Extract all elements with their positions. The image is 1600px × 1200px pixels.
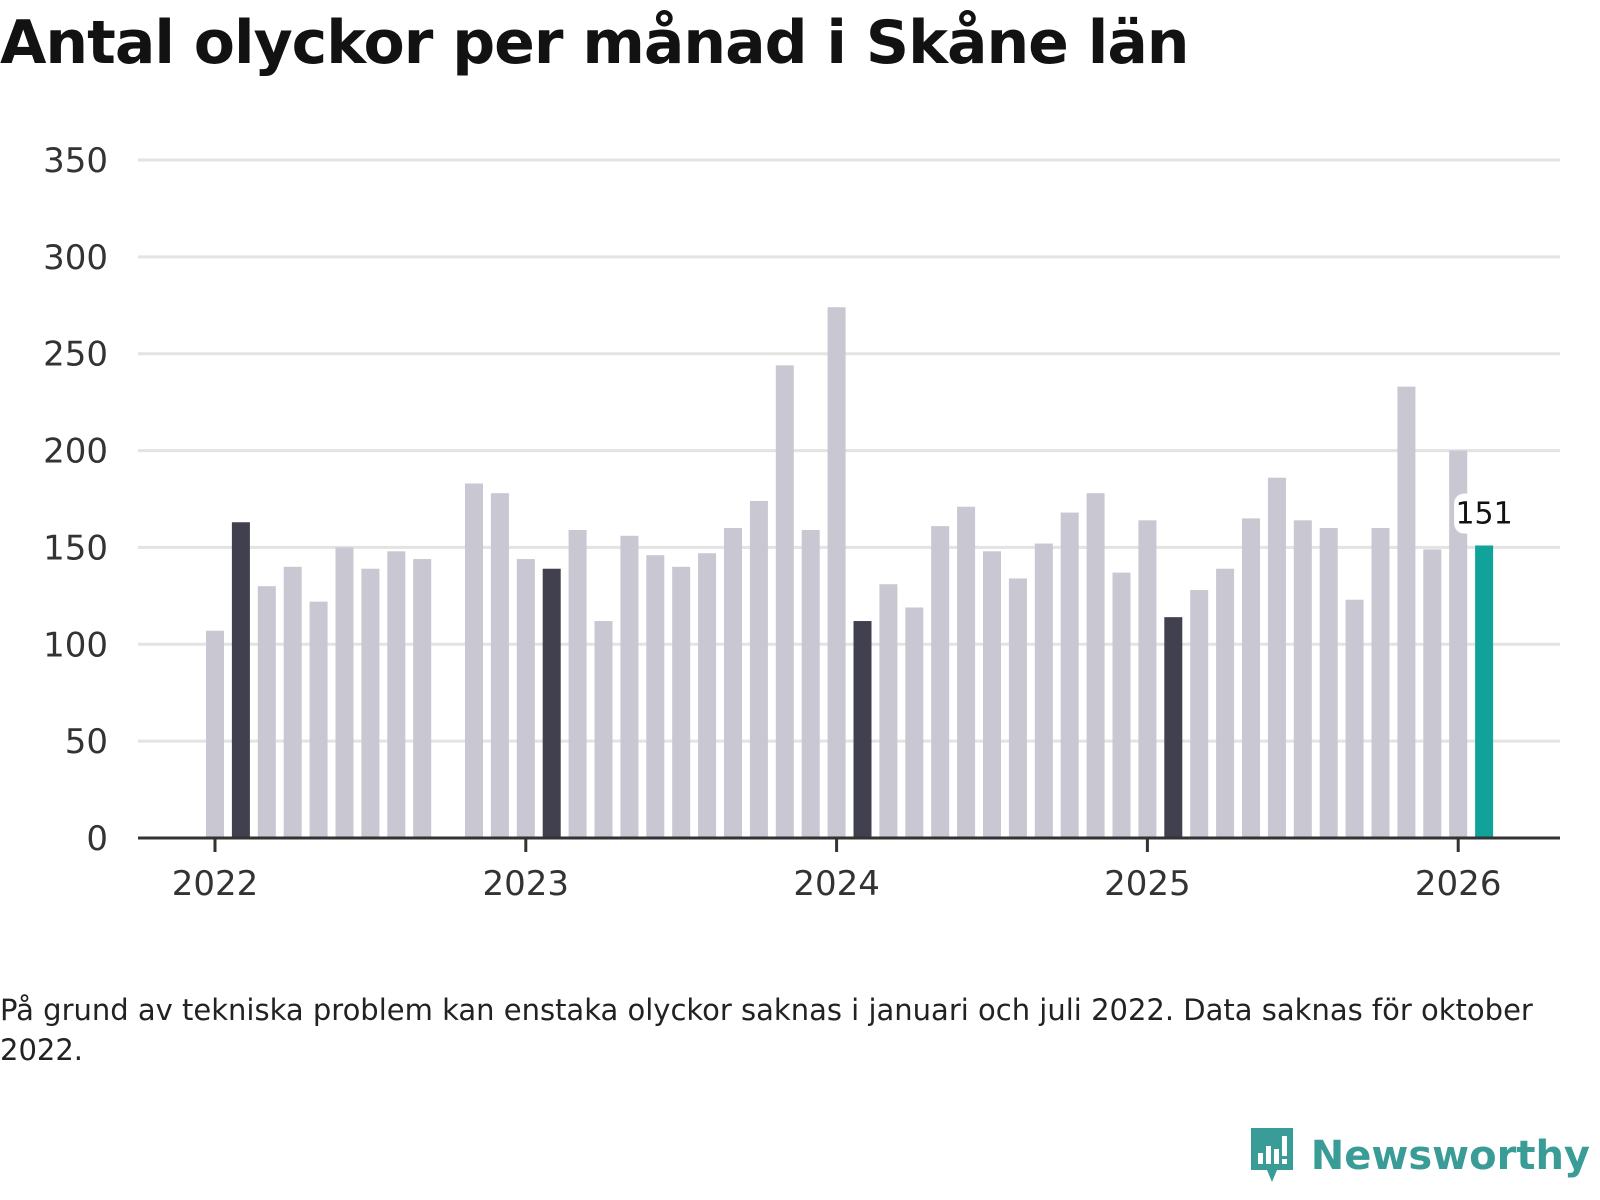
y-tick-label: 250 <box>43 335 108 375</box>
bar-2024-11 <box>1086 493 1105 838</box>
bar-2022-11 <box>465 483 483 838</box>
bar-2024-06 <box>957 506 976 838</box>
bar-2022-05 <box>309 601 328 838</box>
bar-2023-09 <box>724 528 742 838</box>
footnote: På grund av tekniska problem kan enstaka… <box>0 993 1533 1067</box>
bar-2025-05 <box>1242 518 1260 838</box>
bar-2023-04 <box>594 621 613 838</box>
data-label-current: 151 <box>1455 496 1512 531</box>
bar-2023-11 <box>775 365 794 838</box>
bar-2024-02 <box>853 621 872 838</box>
bar-2024-08 <box>1008 578 1027 838</box>
x-tick-label: 2023 <box>483 864 570 904</box>
bar-2025-04 <box>1216 568 1235 838</box>
bar-2025-12 <box>1423 549 1442 838</box>
bar-2024-05 <box>931 526 950 838</box>
bar-2025-07 <box>1293 520 1312 838</box>
data-labels: 151 <box>1454 493 1515 534</box>
bar-2026-01 <box>1449 450 1468 838</box>
bar-2022-03 <box>257 586 276 838</box>
bar-2024-09 <box>1034 543 1053 838</box>
bar-2022-07 <box>361 568 380 838</box>
bar-2023-01 <box>516 559 535 838</box>
bar-2023-07 <box>672 566 691 838</box>
x-tick-label: 2026 <box>1415 864 1502 904</box>
bar-2023-12 <box>801 529 820 838</box>
bar-2022-08 <box>387 551 406 838</box>
bar-2025-06 <box>1267 477 1286 838</box>
data-label-background <box>1454 493 1515 534</box>
y-tick-label: 200 <box>43 432 108 472</box>
bar-2025-09 <box>1345 599 1364 838</box>
y-axis-ticks: 0 50 100 150 200 250 300 350 <box>43 141 108 859</box>
bar-2024-10 <box>1060 512 1079 838</box>
bar-2025-11 <box>1397 386 1416 838</box>
bar-2024-07 <box>983 551 1001 838</box>
bar-2023-10 <box>749 500 768 838</box>
y-tick-label: 300 <box>43 238 108 278</box>
bar-2024-12 <box>1112 572 1131 838</box>
bar-2024-03 <box>879 584 898 838</box>
bar-2025-01 <box>1138 520 1157 838</box>
x-axis-ticks: 2022 2023 2024 2025 2026 <box>172 838 1502 904</box>
y-tick-label: 100 <box>43 625 108 665</box>
bar-2026-02 <box>1475 545 1494 838</box>
x-tick-label: 2025 <box>1104 864 1191 904</box>
newsworthy-icon <box>1250 1128 1293 1182</box>
bar-2024-01 <box>827 307 846 838</box>
brand-logo: Newsworthy <box>1247 1126 1590 1186</box>
bar-2023-06 <box>646 555 665 838</box>
bar-2022-01 <box>206 630 224 838</box>
bar-2022-02 <box>231 522 250 838</box>
bar-2023-03 <box>568 529 587 838</box>
bar-2025-02 <box>1164 617 1183 838</box>
bar-2025-03 <box>1190 590 1209 838</box>
bar-2024-04 <box>905 607 924 838</box>
bar-2025-08 <box>1319 528 1338 838</box>
brand-name: Newsworthy <box>1310 1133 1590 1179</box>
bar-2023-05 <box>620 535 639 838</box>
bar-2022-09 <box>413 559 432 838</box>
chart-title: Antal olyckor per månad i Skåne län <box>0 8 1190 78</box>
y-tick-label: 150 <box>43 528 108 568</box>
bar-2025-10 <box>1371 528 1390 838</box>
y-tick-label: 350 <box>43 141 108 181</box>
bar-2023-02 <box>542 568 561 838</box>
bar-2022-06 <box>335 547 354 838</box>
y-tick-label: 0 <box>86 819 108 859</box>
x-tick-label: 2024 <box>793 864 880 904</box>
bar-2023-08 <box>698 553 717 838</box>
bar-2022-04 <box>283 566 302 838</box>
x-tick-label: 2022 <box>172 864 259 904</box>
bar-2022-12 <box>490 493 509 838</box>
bars <box>206 307 1494 838</box>
y-tick-label: 50 <box>65 722 108 762</box>
